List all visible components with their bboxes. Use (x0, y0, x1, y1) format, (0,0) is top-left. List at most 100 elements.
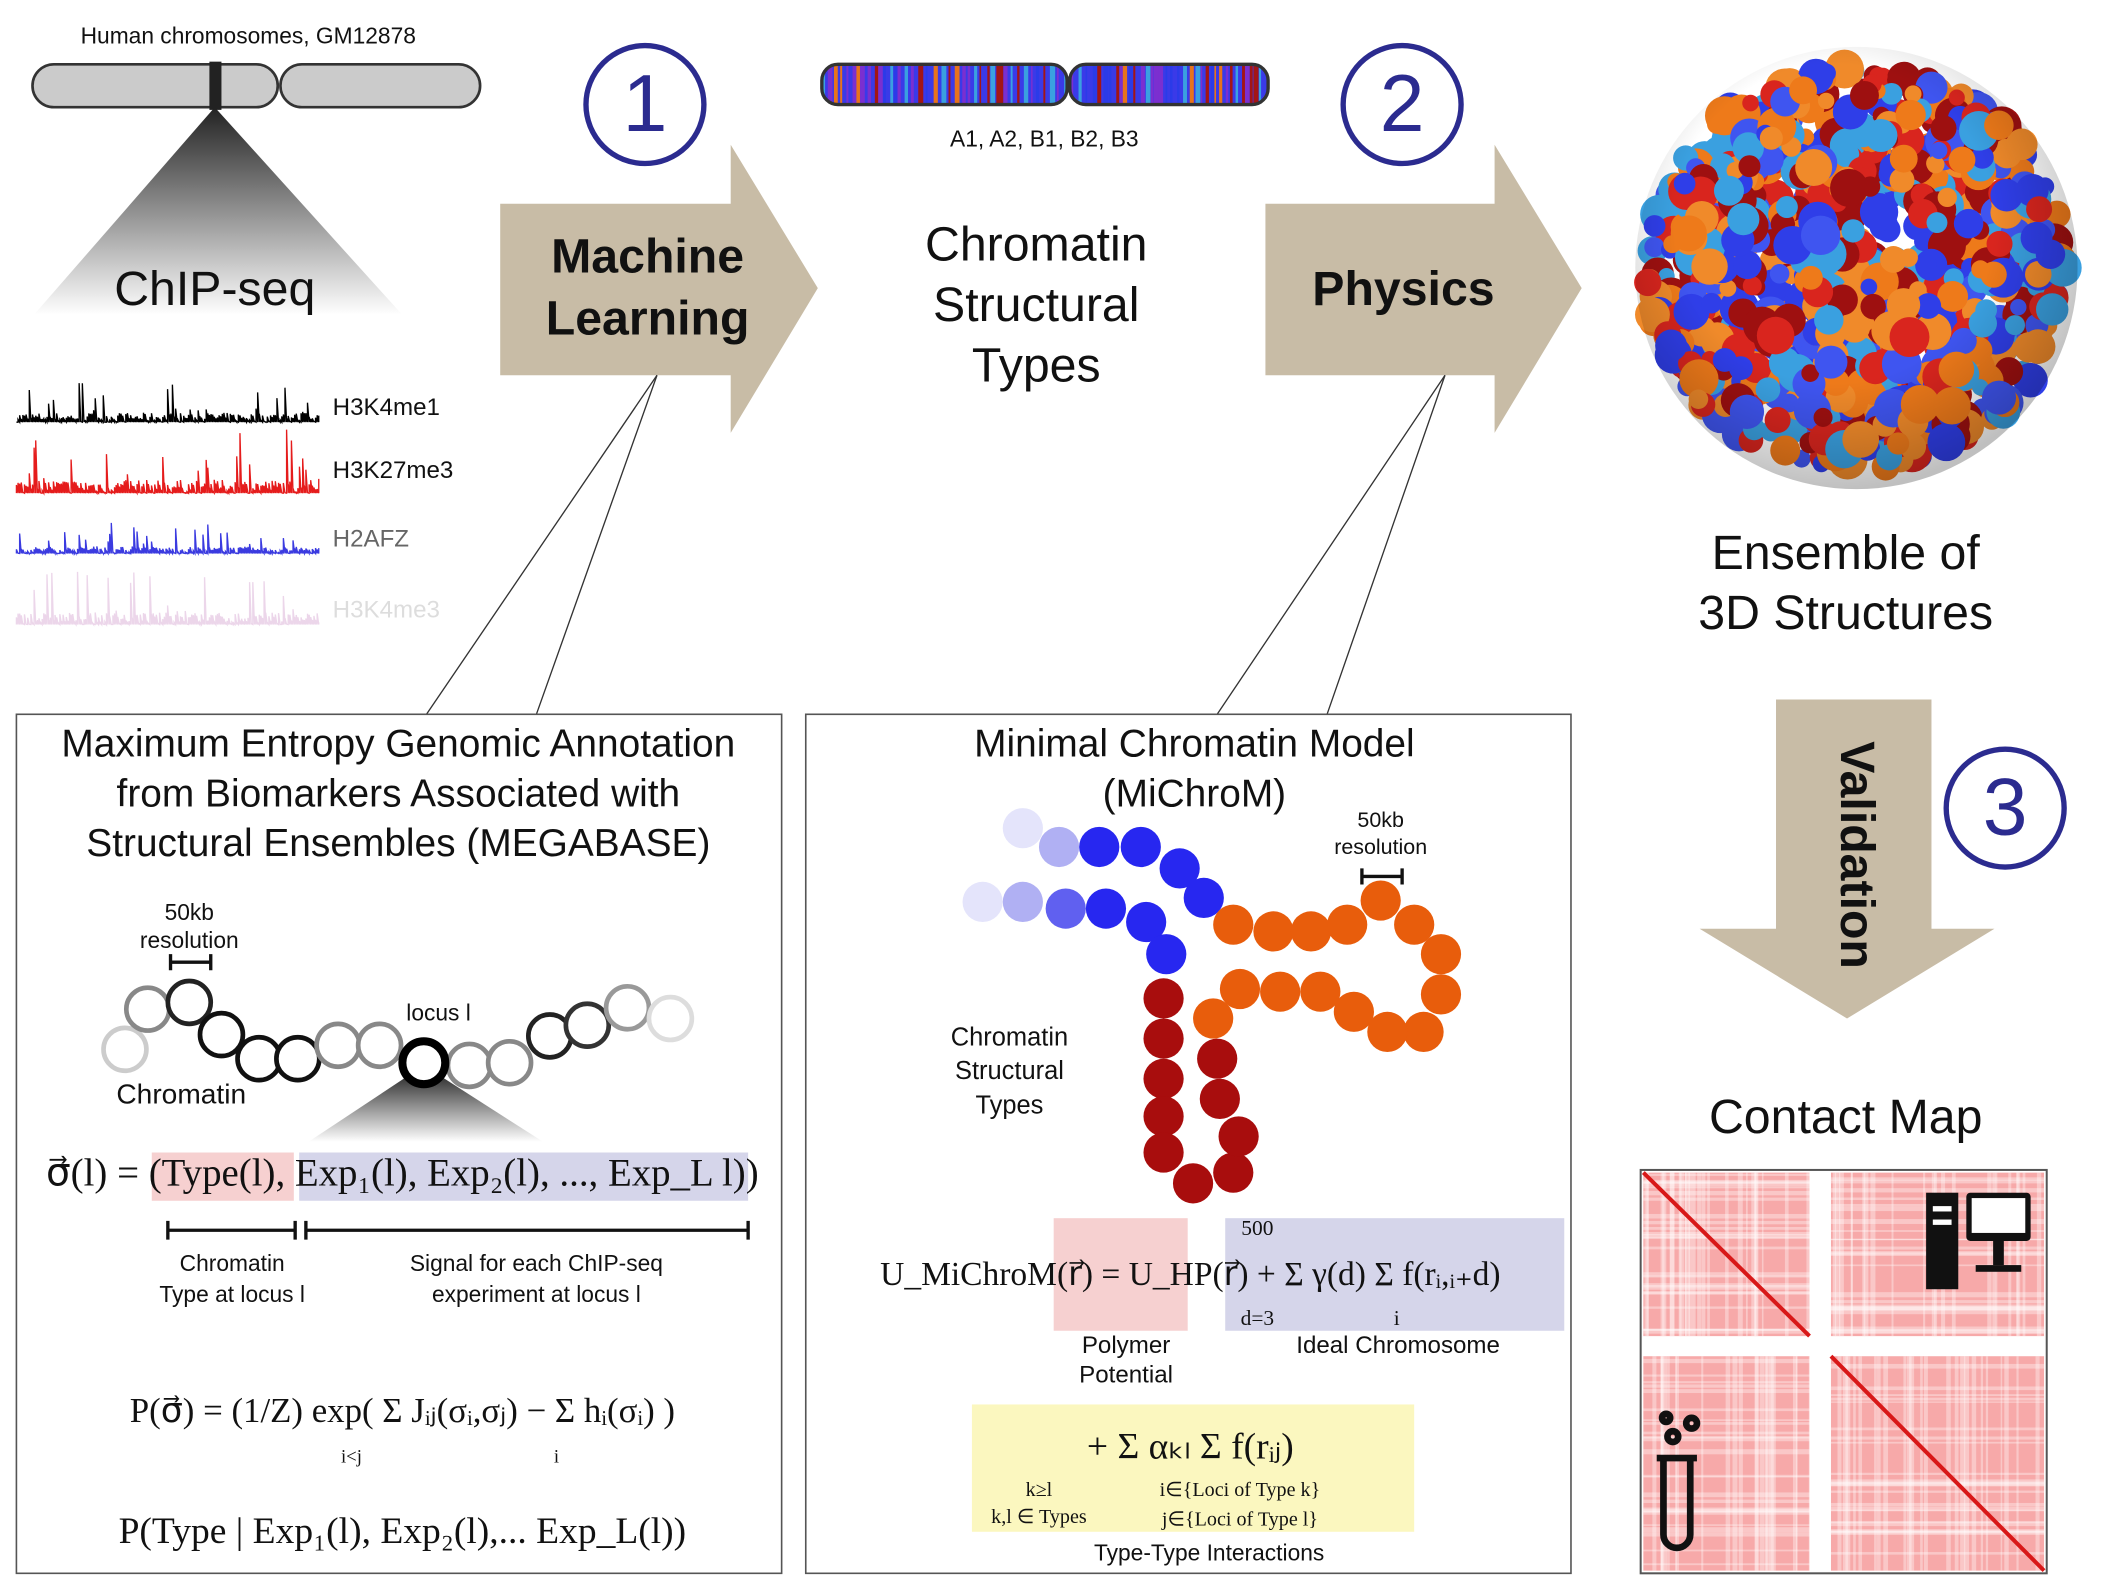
stripe (996, 64, 1000, 105)
bead (1143, 1096, 1184, 1137)
polymer-highlight (1053, 1218, 1188, 1331)
step-circle (583, 42, 707, 167)
stripe (1035, 64, 1040, 105)
bead (314, 1021, 362, 1070)
map-stripe (1643, 1213, 1810, 1219)
stripe (856, 64, 860, 105)
equation-part: + (1249, 1256, 1285, 1293)
map-stripe (1652, 1356, 1657, 1571)
term-label: Polymer (1082, 1332, 1170, 1359)
bead (274, 1034, 322, 1083)
chipseq-tracks (15, 383, 320, 628)
bead (197, 1010, 246, 1059)
map-stripe (1830, 1304, 2045, 1310)
resolution-label: 50kb (1357, 808, 1404, 832)
stripe (904, 64, 908, 105)
stripe (1189, 64, 1194, 105)
map-stripe (1643, 1180, 1810, 1184)
map-stripe (1675, 1356, 1679, 1571)
map-diagonal (1829, 1354, 2046, 1573)
equation-part: , Exp₁(l), Exp₂(l), ..., Exp_L l) (275, 1152, 745, 1195)
stripe (874, 64, 880, 105)
note: Signal for each ChIP-seq (410, 1250, 663, 1276)
map-stripe (1643, 1226, 1810, 1230)
map-stripe (1643, 1190, 1810, 1196)
map-stripe (1830, 1300, 2045, 1304)
bead (1420, 974, 1462, 1015)
stripe (974, 64, 978, 105)
map-stripe (1738, 1356, 1743, 1571)
map-stripe (1853, 1356, 1856, 1571)
step-number: 3 (1983, 763, 2028, 853)
zoom-cone (33, 107, 403, 315)
stripe (1010, 64, 1013, 105)
map-stripe (1643, 1328, 1810, 1332)
map-stripe (1830, 1481, 2045, 1485)
map-stripe (1643, 1422, 1810, 1425)
step-circle (1340, 42, 1464, 167)
map-stripe (1830, 1310, 2045, 1315)
locus-label: locus l (406, 999, 471, 1025)
stripe (1183, 64, 1187, 105)
stripe (1200, 64, 1203, 105)
map-stripe (1643, 1389, 1810, 1394)
stripe (867, 64, 871, 105)
track-label: H2AFZ (333, 525, 409, 552)
bead (1300, 971, 1341, 1012)
map-stripe (1769, 1356, 1774, 1571)
bead (101, 1025, 149, 1074)
stripe (1235, 64, 1239, 105)
track-label: H3K4me3 (333, 596, 440, 623)
map-stripe (1863, 1172, 1869, 1337)
bead (1333, 991, 1374, 1032)
stripe (1003, 64, 1008, 105)
stripe (893, 64, 898, 105)
map-stripe (1792, 1356, 1798, 1571)
map-stripe (1946, 1356, 1951, 1571)
stripes (821, 64, 1269, 105)
structural-types: Chromatin (925, 218, 1147, 272)
stripe (1219, 64, 1223, 105)
map-stripe (1830, 1502, 2045, 1507)
bead (1146, 934, 1187, 975)
bead (1219, 968, 1261, 1010)
map-stripe (1643, 1508, 1810, 1513)
map-stripe (1830, 1328, 2045, 1334)
stripe (1210, 64, 1216, 105)
map-stripe (1643, 1507, 1810, 1513)
test-tube-icon (1656, 1410, 1701, 1552)
chromatin-label: Chromatin (116, 1079, 246, 1110)
ideal-highlight (1225, 1218, 1565, 1331)
equation-part: ) (746, 1152, 759, 1195)
sum-limit: k≥l (1026, 1479, 1053, 1501)
stripe (967, 64, 971, 105)
map-stripe (1845, 1356, 1851, 1571)
bead (1327, 904, 1368, 945)
bead (603, 983, 652, 1032)
map-stripe (1830, 1509, 2045, 1512)
bead (355, 1021, 404, 1070)
map-stripe (1643, 1275, 1810, 1278)
map-stripe (1643, 1358, 1810, 1364)
map-stripe (1830, 1530, 2045, 1534)
map-stripe (1842, 1356, 1849, 1571)
map-stripe (1643, 1549, 1810, 1552)
map-stripe (1643, 1436, 1810, 1442)
energy-equation: U_MiChroM(r⃗) = U_HP(r⃗) + Σ γ(d) Σ f(rᵢ… (880, 1256, 1500, 1293)
map-stripe (1660, 1172, 1665, 1337)
note: Type at locus l (159, 1281, 305, 1307)
track-label: H3K27me3 (333, 457, 454, 484)
bead (1002, 808, 1043, 849)
map-stripe (1830, 1309, 2045, 1311)
callout-line (535, 375, 658, 715)
stripe (1056, 64, 1059, 105)
stripe (1031, 64, 1033, 105)
map-stripe (1830, 1483, 2045, 1486)
map-stripe (1643, 1492, 1810, 1498)
map-stripe (1906, 1356, 1912, 1571)
map-stripe (1784, 1172, 1789, 1337)
map-stripe (1643, 1374, 1810, 1377)
bead (1213, 904, 1254, 945)
brackets (166, 1220, 750, 1240)
